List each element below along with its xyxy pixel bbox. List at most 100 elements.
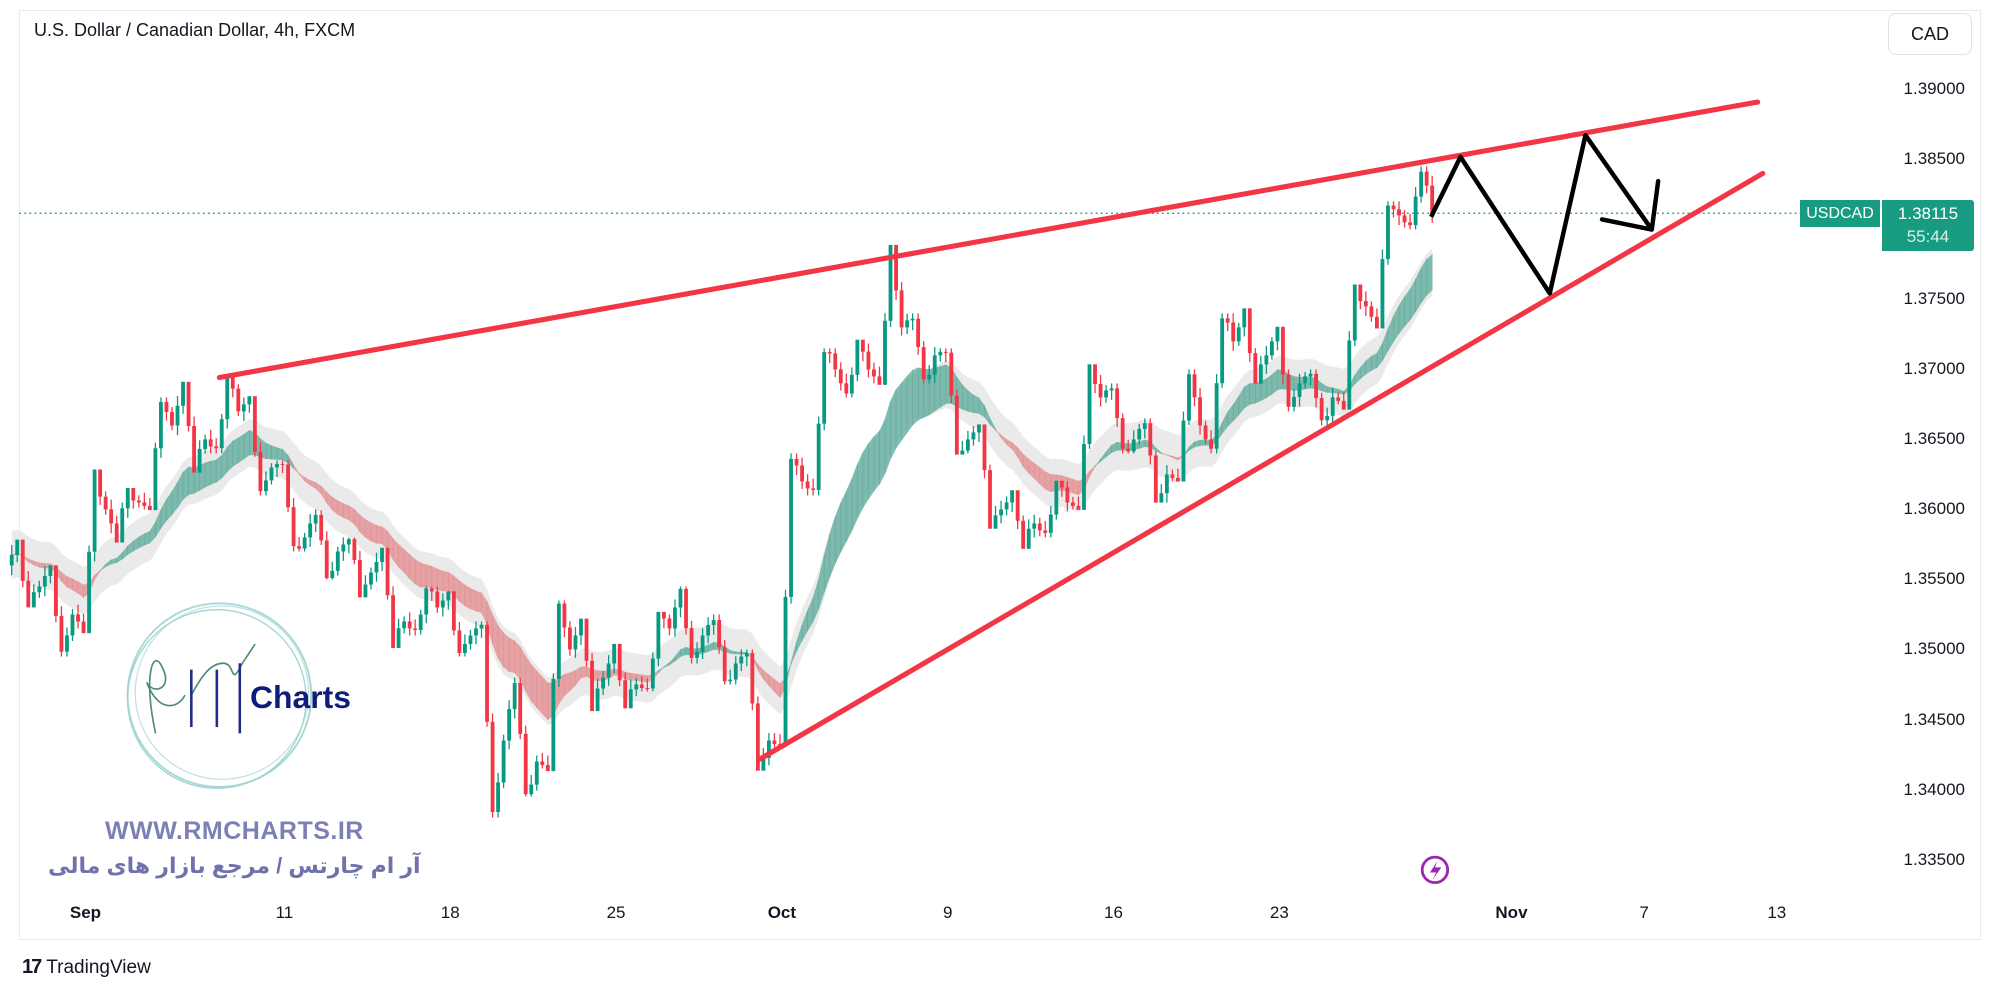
candle [131, 488, 136, 509]
lightning-icon[interactable] [1420, 855, 1450, 885]
candle-body [1424, 171, 1429, 186]
candle-body [755, 703, 760, 771]
candle [1082, 435, 1086, 510]
price-tick: 1.36000 [1903, 499, 1965, 519]
candle-body [628, 689, 633, 709]
candle [65, 627, 69, 657]
price-tick: 1.39000 [1903, 79, 1965, 99]
candle [1087, 364, 1092, 449]
currency-button[interactable]: CAD [1888, 13, 1972, 55]
candle [518, 677, 523, 740]
watermark-website: WWW.RMCHARTS.IR [105, 817, 364, 845]
candle-body [1093, 364, 1097, 384]
candle-body [1352, 284, 1357, 341]
candle [15, 539, 20, 563]
candle-body [1181, 420, 1186, 482]
candle-body [402, 621, 407, 629]
candle [855, 339, 860, 382]
candle-body [584, 618, 589, 661]
candle [982, 424, 987, 479]
candle-body [302, 537, 307, 549]
candle-body [866, 351, 871, 370]
candle-body [1369, 306, 1374, 317]
price-tick: 1.36500 [1903, 429, 1965, 449]
candle [170, 407, 174, 431]
candle [380, 547, 384, 571]
candle-body [1397, 209, 1401, 216]
candle [1303, 371, 1307, 388]
candle [932, 347, 937, 384]
ribbon-segment [514, 640, 521, 681]
candle-body [76, 614, 80, 622]
candle-body [822, 352, 827, 424]
candle [661, 611, 666, 629]
candle-body [805, 481, 810, 489]
candle-body [142, 502, 147, 506]
candle-body [147, 505, 152, 511]
tradingview-brand[interactable]: 17 TradingView [22, 956, 151, 979]
candle [1347, 331, 1352, 410]
candle [545, 755, 550, 772]
candle-body [977, 424, 981, 433]
candle-body [899, 290, 904, 328]
candle [595, 678, 600, 712]
candle-body [1258, 364, 1263, 384]
candle-body [1054, 480, 1059, 515]
candle [1242, 308, 1247, 337]
candle [601, 671, 606, 696]
ribbon-segment [901, 375, 908, 442]
candle-body [20, 539, 25, 581]
candle-body [943, 351, 948, 353]
price-tick: 1.33500 [1903, 849, 1965, 869]
candle-body [695, 651, 699, 658]
candle [988, 464, 992, 529]
candle [1269, 337, 1274, 360]
candle [407, 612, 412, 636]
candle [496, 772, 500, 818]
candle [789, 453, 793, 604]
candle [811, 478, 816, 496]
candle [1054, 480, 1059, 520]
candle [474, 621, 478, 645]
candle [1004, 496, 1009, 516]
ribbon-segment [973, 394, 980, 414]
ribbon-segment [425, 564, 433, 589]
candle-body [1115, 388, 1120, 419]
candle-body [1225, 318, 1230, 323]
candle-body [1164, 474, 1169, 494]
candle-body [1082, 444, 1086, 510]
candle-body [1203, 425, 1208, 440]
candle-body [424, 588, 429, 615]
candle-body [15, 539, 20, 555]
ribbon-segment [1371, 352, 1378, 371]
candle [645, 678, 650, 692]
candle [357, 551, 362, 598]
candle [1181, 411, 1186, 482]
candle [816, 416, 821, 496]
candle [617, 643, 622, 687]
candle [1120, 413, 1125, 454]
ribbon-segment [508, 637, 516, 674]
candle [590, 652, 594, 712]
candle-body [988, 470, 992, 529]
candle [1203, 420, 1208, 445]
candle-body [1104, 390, 1108, 398]
candle [214, 438, 219, 454]
ribbon-segment [276, 447, 283, 461]
ribbon-segment [470, 587, 477, 612]
candle-body [175, 405, 180, 426]
candle [418, 609, 423, 635]
candle-body [435, 591, 440, 608]
drawings[interactable] [216, 99, 1766, 762]
candle-body [518, 683, 523, 734]
ribbon-segment [641, 674, 648, 683]
price-tick: 1.38500 [1903, 149, 1965, 169]
candle-body [529, 784, 534, 795]
candle-body [269, 467, 274, 481]
candle-body [1037, 523, 1042, 531]
candle [999, 500, 1003, 524]
candle-body [418, 614, 423, 630]
last-price: 1.38115 [1897, 204, 1959, 223]
ribbon-segment [1332, 387, 1339, 394]
